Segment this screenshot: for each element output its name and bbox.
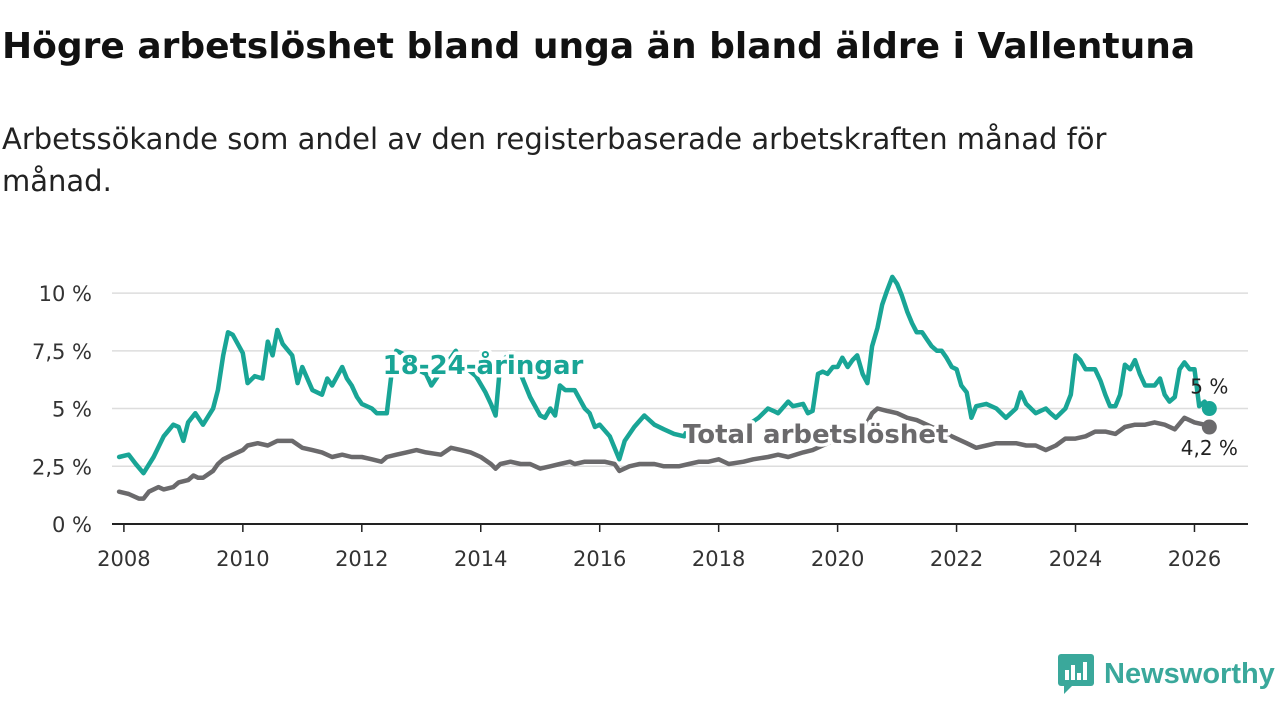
series-line-0: [116, 274, 1212, 476]
series-line-1: [116, 406, 1212, 501]
brand: Newsworthy: [1058, 652, 1275, 696]
x-tick-label: 2012: [335, 547, 388, 571]
x-tick-label: 2026: [1168, 547, 1221, 571]
chart-title: Högre arbetslöshet bland unga än bland ä…: [2, 26, 1196, 67]
axes: 0 % 2,5 % 5 % 7,5 % 10 % 2008 2010 2012 2014 2016…: [32, 282, 1248, 571]
newsworthy-logo-icon: [1058, 654, 1094, 694]
series-lines: [116, 274, 1217, 501]
series-end-point-1: [1201, 419, 1217, 435]
brand-name: Newsworthy: [1104, 657, 1275, 690]
y-tick-label: 7,5 %: [32, 340, 92, 364]
x-tick-label: 2020: [811, 547, 864, 571]
x-tick-label: 2014: [454, 547, 507, 571]
y-tick-label: 10 %: [39, 282, 92, 306]
series-end-point-0: [1201, 401, 1217, 417]
x-tick-label: 2018: [692, 547, 745, 571]
series-name-label-0: 18-24-åringar: [383, 349, 584, 381]
y-tick-label: 5 %: [52, 398, 92, 422]
x-tick-label: 2024: [1049, 547, 1102, 571]
end-label-total: 4,2 %: [1181, 436, 1238, 460]
y-tick-label: 0 %: [52, 513, 92, 537]
x-tick-label: 2016: [573, 547, 626, 571]
series-name-label-1: Total arbetslöshet: [683, 420, 948, 450]
x-tick-label: 2008: [97, 547, 150, 571]
chart-subtitle: Arbetssökande som andel av den registerb…: [2, 122, 1107, 198]
end-label-young: 5 %: [1190, 375, 1228, 399]
grid-lines: [112, 292, 1248, 468]
x-tick-label: 2022: [930, 547, 983, 571]
y-tick-label: 2,5 %: [32, 455, 92, 479]
x-tick-label: 2010: [216, 547, 269, 571]
series-labels: 5 % 4,2 % 18-24-åringar Total arbetslöshet: [379, 345, 1238, 460]
